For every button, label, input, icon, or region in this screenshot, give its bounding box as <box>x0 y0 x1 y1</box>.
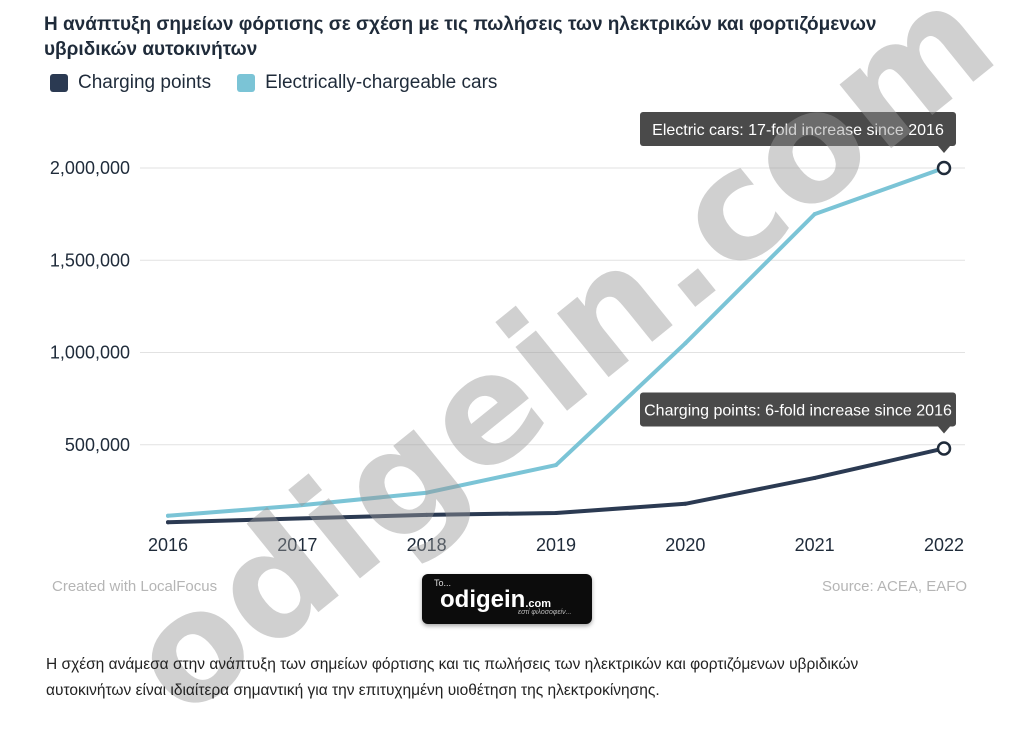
y-tick-label: 1,500,000 <box>50 250 130 270</box>
annotation-box <box>640 112 956 146</box>
x-tick-label: 2020 <box>665 535 705 555</box>
annotation-text: Electric cars: 17-fold increase since 20… <box>652 122 944 139</box>
data-point <box>683 341 688 346</box>
data-point <box>554 511 558 516</box>
annotation-pointer <box>938 146 950 153</box>
annotation-marker <box>936 160 952 176</box>
data-point <box>166 520 170 525</box>
x-tick-label: 2016 <box>148 535 188 555</box>
site-logo[interactable]: To... odigein.com εστί φιλοσοφείν... <box>422 574 592 624</box>
line-chart: 500,000 1,000,000 1,500,000 2,000,000 2016 20… <box>50 112 965 555</box>
data-point <box>295 516 300 521</box>
annotation-text: Charging points: 6-fold increase since 2… <box>644 402 952 419</box>
data-point <box>554 463 558 468</box>
data-point <box>295 503 300 508</box>
data-point <box>683 501 688 506</box>
x-tick-label: 2017 <box>277 535 317 555</box>
source-credit: Source: ACEA, EAFO <box>822 578 968 595</box>
y-tick-label: 1,000,000 <box>50 343 130 363</box>
data-point <box>812 212 817 217</box>
y-tick-label: 500,000 <box>65 435 130 455</box>
logo-name: odigein.com <box>440 586 551 614</box>
legend-label-electric-cars: Electrically-chargeable cars <box>265 72 498 93</box>
data-point <box>166 513 170 518</box>
annotation-box <box>640 392 956 427</box>
article-caption: Η σχέση ανάμεσα στην ανάπτυξη των σημείω… <box>46 656 859 699</box>
data-point <box>424 490 429 495</box>
x-tick-label: 2018 <box>407 535 447 555</box>
annotation-marker <box>936 441 952 456</box>
annotation-pointer <box>938 426 950 434</box>
logo-small-text: To... <box>434 578 452 588</box>
chart-title: Η ανάπτυξη σημείων φόρτισης σε σχέση με … <box>44 14 877 60</box>
x-tick-label: 2021 <box>795 535 835 555</box>
chart-legend: Charging points Electrically-chargeable … <box>50 72 523 94</box>
logo-domain: .com <box>525 598 552 610</box>
x-tick-label: 2022 <box>924 535 964 555</box>
legend-label-charging-points: Charging points <box>78 72 212 93</box>
x-tick-label: 2019 <box>536 535 576 555</box>
created-with-credit[interactable]: Created with LocalFocus <box>52 578 218 595</box>
legend-swatch-electric-cars <box>237 74 256 92</box>
data-point <box>424 512 429 517</box>
y-tick-label: 2,000,000 <box>50 158 130 178</box>
logo-name-text: odigein <box>440 586 526 613</box>
logo-tagline: εστί φιλοσοφείν... <box>518 609 572 616</box>
legend-item-electric-cars[interactable]: Electrically-chargeable cars <box>237 72 497 94</box>
legend-item-charging-points[interactable]: Charging points <box>50 72 211 94</box>
legend-swatch-charging-points <box>50 74 68 92</box>
data-point <box>812 475 817 480</box>
